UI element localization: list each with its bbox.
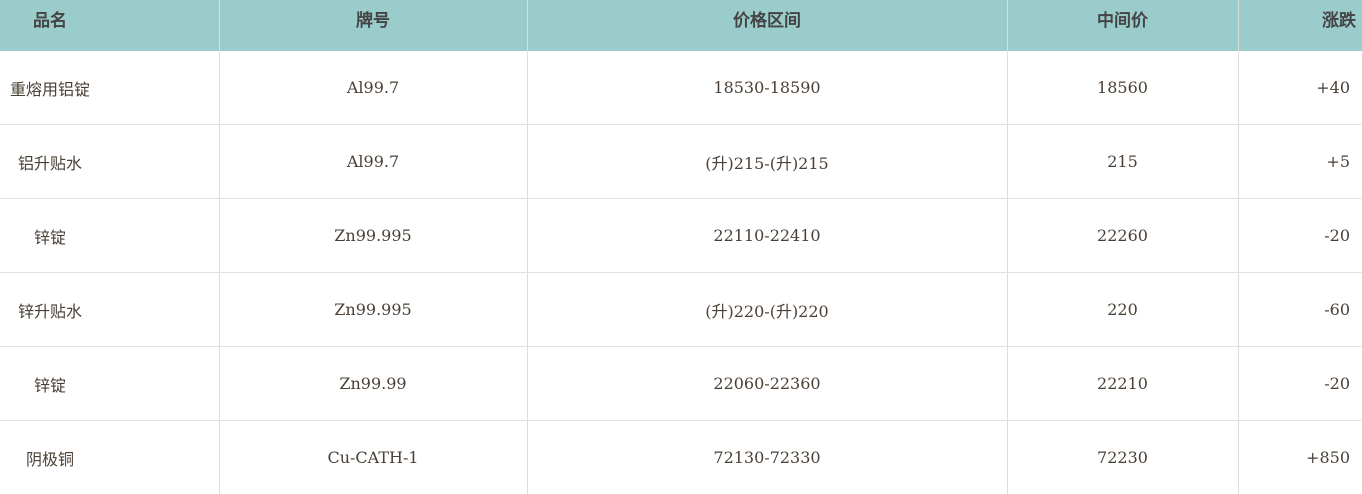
cell-change: +850 [1238, 421, 1362, 494]
header-label: 品名 [0, 6, 100, 31]
cell-name: 阴极铜 [0, 421, 219, 494]
cell-change: +5 [1238, 125, 1362, 199]
cell-change: +40 [1238, 51, 1362, 125]
cell-name: 铝升贴水 [0, 125, 219, 199]
cell-text: 锌锭 [0, 224, 100, 248]
cell-grade: Cu-CATH-1 [219, 421, 527, 494]
cell-text: 锌锭 [0, 372, 100, 396]
cell-mid-price: 215 [1007, 125, 1238, 199]
cell-text: 铝升贴水 [0, 150, 100, 174]
cell-name: 锌锭 [0, 347, 219, 421]
cell-text: 阴极铜 [0, 446, 100, 470]
cell-text: 锌升贴水 [0, 298, 100, 322]
cell-price-range: (升)220-(升)220 [527, 273, 1007, 347]
header-change: 涨跌 [1238, 0, 1362, 51]
cell-price-range: 18530-18590 [527, 51, 1007, 125]
header-grade: 牌号 [219, 0, 527, 51]
cell-text: 重熔用铝锭 [0, 76, 100, 100]
cell-mid-price: 22260 [1007, 199, 1238, 273]
cell-change: -20 [1238, 199, 1362, 273]
cell-mid-price: 18560 [1007, 51, 1238, 125]
header-row: 品名 牌号 价格区间 中间价 涨跌 [0, 0, 1362, 51]
cell-mid-price: 22210 [1007, 347, 1238, 421]
cell-price-range: 22060-22360 [527, 347, 1007, 421]
cell-price-range: 72130-72330 [527, 421, 1007, 494]
cell-grade: Al99.7 [219, 125, 527, 199]
cell-name: 重熔用铝锭 [0, 51, 219, 125]
cell-name: 锌升贴水 [0, 273, 219, 347]
header-mid-price: 中间价 [1007, 0, 1238, 51]
cell-price-range: 22110-22410 [527, 199, 1007, 273]
cell-grade: Zn99.995 [219, 273, 527, 347]
cell-change: -60 [1238, 273, 1362, 347]
header-name: 品名 [0, 0, 219, 51]
cell-change: -20 [1238, 347, 1362, 421]
cell-grade: Zn99.995 [219, 199, 527, 273]
cell-mid-price: 220 [1007, 273, 1238, 347]
cell-grade: Zn99.99 [219, 347, 527, 421]
cell-name: 锌锭 [0, 199, 219, 273]
cell-price-range: (升)215-(升)215 [527, 125, 1007, 199]
cell-mid-price: 72230 [1007, 421, 1238, 494]
cell-grade: Al99.7 [219, 51, 527, 125]
header-price-range: 价格区间 [527, 0, 1007, 51]
